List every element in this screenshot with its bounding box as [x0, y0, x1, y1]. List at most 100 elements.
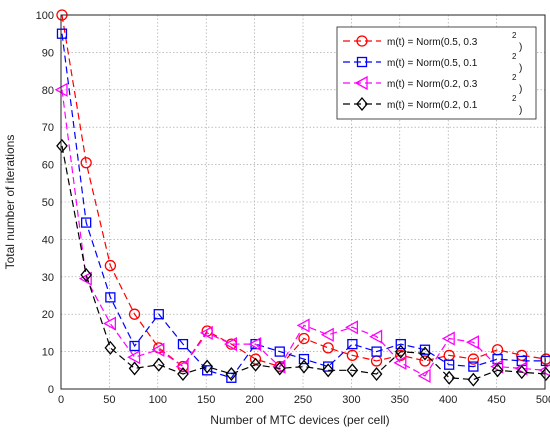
- x-tick-label: 450: [487, 394, 505, 406]
- y-tick-label: 40: [42, 234, 54, 246]
- data-point: [322, 363, 335, 378]
- series-line: [61, 145, 547, 381]
- legend-superscript: 2: [512, 52, 517, 61]
- data-point: [346, 363, 359, 378]
- legend-entry: m(t) = Norm(0.2, 0.3 2): [343, 73, 522, 95]
- data-point: [323, 361, 334, 372]
- x-tick-label: 300: [342, 394, 360, 406]
- data-point: [320, 327, 334, 342]
- data-point: [419, 346, 431, 361]
- x-tick-labels: 0 50 100 150 200 250 300 350 400 450 500: [58, 394, 550, 406]
- data-point: [369, 329, 383, 344]
- data-point: [516, 349, 528, 361]
- data-point: [466, 335, 480, 350]
- data-point: [467, 353, 480, 365]
- series-line: [61, 33, 546, 379]
- data-point: [225, 367, 238, 382]
- data-point: [394, 344, 407, 359]
- data-point: [127, 350, 141, 365]
- legend-superscript: 2: [512, 94, 517, 103]
- data-point: [104, 259, 117, 272]
- data-point: [417, 368, 431, 384]
- data-point: [201, 359, 214, 374]
- data-point: [128, 308, 141, 320]
- legend-marker: [356, 56, 368, 68]
- data-point: [296, 318, 310, 333]
- data-point: [514, 361, 528, 376]
- y-tick-label: 30: [42, 272, 54, 284]
- data-point: [467, 372, 480, 387]
- x-tick-label: 350: [391, 394, 409, 406]
- series-line: [61, 14, 547, 368]
- plot-frame: [60, 14, 546, 390]
- data-point: [419, 344, 431, 355]
- y-tick-label: 10: [42, 347, 54, 359]
- data-point: [395, 349, 407, 361]
- x-tick-label: 400: [439, 394, 457, 406]
- legend-label: m(t) = Norm(0.2, 0.3: [387, 79, 478, 90]
- x-tick-label: 0: [58, 394, 64, 406]
- data-point: [202, 365, 213, 376]
- legend-close-paren: ): [519, 63, 522, 74]
- data-point: [395, 338, 406, 350]
- legend-close-paren: ): [519, 105, 522, 116]
- data-point: [443, 370, 456, 385]
- legend-marker: [356, 35, 368, 47]
- legend-marker: [354, 75, 368, 91]
- data-point: [444, 359, 455, 370]
- x-tick-label: 100: [149, 394, 167, 406]
- x-tick-label: 250: [294, 394, 312, 406]
- data-point: [490, 359, 504, 374]
- legend: m(t) = Norm(0.5, 0.32)m(t) = Norm(0.5, 0…: [336, 26, 537, 120]
- data-point: [540, 355, 550, 367]
- data-point: [78, 271, 92, 286]
- legend-marker: [356, 96, 368, 112]
- y-axis-label: Total number of iterations: [3, 135, 17, 270]
- legend-superscript: 2: [512, 31, 517, 40]
- y-tick-label: 90: [42, 47, 54, 59]
- data-point: [322, 342, 334, 354]
- data-point: [104, 340, 117, 355]
- data-point: [273, 361, 286, 376]
- data-point: [441, 331, 455, 346]
- legend-label: m(t) = Norm(0.2, 0.1: [387, 100, 478, 111]
- y-tick-label: 100: [36, 10, 54, 22]
- x-tick-label: 500: [536, 394, 550, 406]
- data-point: [370, 367, 383, 382]
- x-tick-label: 50: [103, 394, 115, 406]
- data-point: [468, 361, 479, 372]
- data-point: [540, 367, 550, 382]
- data-point: [298, 359, 310, 374]
- data-point: [56, 138, 68, 153]
- data-point: [177, 338, 189, 350]
- legend-entry: m(t) = Norm(0.5, 0.3 2): [343, 31, 522, 53]
- legend-entry: m(t) = Norm(0.2, 0.1 2): [343, 94, 522, 116]
- x-axis-label: Number of MTC devices (per cell): [210, 413, 389, 427]
- x-tick-label: 150: [197, 394, 215, 406]
- data-point: [274, 346, 285, 357]
- series-4: [56, 138, 550, 387]
- legend-close-paren: ): [519, 84, 522, 95]
- y-tick-label: 60: [42, 160, 54, 172]
- data-point: [249, 353, 262, 365]
- x-tick-label: 200: [245, 394, 263, 406]
- grid: [61, 15, 545, 389]
- y-tick-label: 0: [48, 384, 54, 396]
- series-line: [61, 89, 547, 377]
- data-point: [129, 340, 140, 352]
- y-tick-label: 50: [42, 197, 54, 209]
- data-point: [80, 157, 92, 169]
- data-point: [248, 337, 262, 352]
- legend-superscript: 2: [512, 73, 517, 82]
- series-group: [54, 9, 550, 387]
- y-tick-labels: 0 10 20 30 40 50 60 70 80 90 100: [36, 10, 54, 396]
- data-point: [56, 28, 68, 39]
- legend-label: m(t) = Norm(0.5, 0.3: [387, 37, 478, 48]
- data-point: [105, 292, 116, 303]
- data-point: [80, 267, 93, 282]
- data-point: [81, 217, 92, 228]
- data-point: [249, 357, 262, 372]
- data-point: [419, 355, 431, 367]
- data-point: [515, 365, 528, 380]
